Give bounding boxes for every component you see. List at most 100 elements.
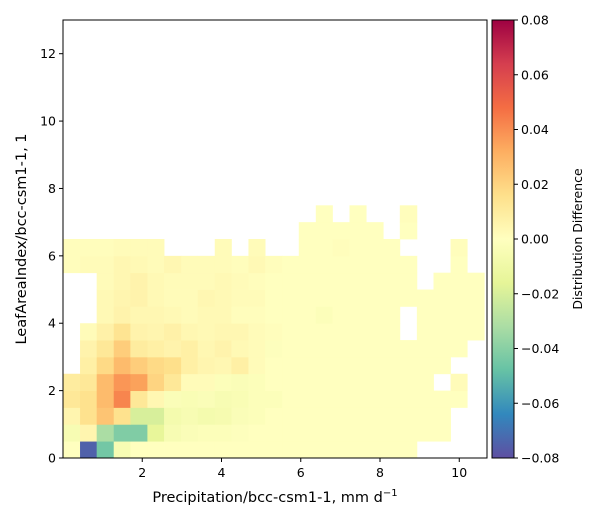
heatmap-cell — [63, 239, 81, 257]
heatmap-cell — [298, 407, 317, 425]
heatmap-cell — [197, 272, 216, 290]
heatmap-cell — [315, 239, 333, 257]
heatmap-cell — [282, 306, 300, 324]
heatmap-cell — [181, 356, 199, 375]
heatmap-cell — [231, 407, 249, 425]
heatmap-cell — [349, 323, 367, 341]
heatmap-cell — [433, 289, 451, 307]
heatmap-cell — [383, 289, 401, 307]
heatmap-cell — [248, 340, 266, 358]
heatmap-cell — [433, 356, 451, 375]
heatmap-cell — [399, 205, 418, 223]
heatmap-cell — [332, 340, 350, 358]
heatmap-cell — [349, 255, 367, 274]
heatmap-cell — [181, 407, 199, 425]
heatmap-cell — [450, 272, 468, 290]
heatmap-cell — [147, 424, 165, 442]
y-tick-label: 10 — [40, 114, 56, 129]
y-axis-label: LeafAreaIndex/bcc-csm1-1, 1 — [14, 133, 30, 344]
heatmap-cell — [399, 222, 418, 240]
heatmap-cell — [181, 255, 199, 274]
heatmap-cell — [416, 373, 434, 392]
heatmap-cell — [96, 255, 115, 274]
heatmap-cell — [214, 340, 232, 358]
heatmap-cell — [214, 407, 232, 425]
heatmap-cell — [181, 289, 199, 307]
heatmap-cell — [197, 373, 216, 392]
heatmap-cell — [63, 390, 81, 408]
heatmap-cell — [332, 441, 350, 459]
heatmap-cell — [399, 255, 418, 274]
heatmap-cell — [349, 239, 367, 257]
heatmap-cell — [130, 441, 148, 459]
heatmap-cell — [315, 306, 333, 324]
colorbar-tick-label: 0.08 — [521, 13, 549, 28]
heatmap-cell — [349, 306, 367, 324]
heatmap-cell — [332, 306, 350, 324]
x-tick-label: 10 — [451, 465, 467, 480]
heatmap-cell — [298, 441, 317, 459]
heatmap-cell — [467, 272, 485, 290]
heatmap-cell — [399, 289, 418, 307]
heatmap-cell — [416, 390, 434, 408]
y-tick-label: 0 — [48, 451, 56, 466]
colorbar-tick-label: 0.06 — [521, 67, 549, 82]
heatmap-cell — [349, 272, 367, 290]
heatmap-cell — [96, 424, 115, 442]
heatmap-cell — [164, 323, 182, 341]
heatmap-cell — [399, 407, 418, 425]
heatmap-cell — [366, 407, 384, 425]
heatmap-cell — [399, 390, 418, 408]
heatmap-cell — [315, 222, 333, 240]
heatmap-cell — [96, 407, 115, 425]
heatmap-cell — [315, 356, 333, 375]
heatmap-cell — [181, 306, 199, 324]
heatmap-cell — [130, 289, 148, 307]
heatmap-cell — [298, 340, 317, 358]
heatmap-cell — [282, 255, 300, 274]
heatmap-cell — [383, 272, 401, 290]
heatmap-cell — [164, 306, 182, 324]
heatmap-cell — [231, 272, 249, 290]
heatmap-cell — [315, 289, 333, 307]
y-tick-label: 8 — [48, 181, 56, 196]
heatmap-cell — [214, 373, 232, 392]
heatmap-cell — [332, 373, 350, 392]
heatmap-cell — [383, 407, 401, 425]
heatmap-cell — [147, 340, 165, 358]
heatmap-cell — [265, 390, 283, 408]
heatmap-cell — [265, 441, 283, 459]
heatmap-cell — [349, 205, 367, 223]
heatmap-cell — [450, 340, 468, 358]
heatmap-cell — [113, 407, 131, 425]
heatmap-cell — [214, 424, 232, 442]
heatmap-cell — [164, 441, 182, 459]
heatmap-cell — [383, 424, 401, 442]
x-axis-ticks: 2 4 6 8 10 — [138, 458, 467, 480]
heatmap-cell — [214, 306, 232, 324]
heatmap-cell — [113, 255, 131, 274]
y-tick-label: 6 — [48, 248, 56, 263]
heatmap-cell — [147, 306, 165, 324]
heatmap-cell — [181, 424, 199, 442]
heatmap-cell — [383, 255, 401, 274]
heatmap-cell — [315, 323, 333, 341]
heatmap-cell — [164, 424, 182, 442]
heatmap-cell — [298, 222, 317, 240]
colorbar-ticks: −0.08 −0.06 −0.04 −0.02 0.00 0.02 0.04 0.06 0.08 — [514, 13, 559, 466]
heatmap-cell — [349, 407, 367, 425]
heatmap-cell — [214, 323, 232, 341]
x-axis-label: Precipitation/bcc-csm1-1, mm d−1 — [152, 488, 397, 506]
heatmap-cell — [383, 373, 401, 392]
heatmap-cell — [332, 323, 350, 341]
heatmap-cell — [315, 441, 333, 459]
heatmap-cell — [96, 272, 115, 290]
heatmap-cell — [265, 255, 283, 274]
heatmap-cell — [366, 272, 384, 290]
heatmap-cell — [298, 255, 317, 274]
heatmap-cell — [383, 306, 401, 324]
heatmap-cell — [265, 306, 283, 324]
heatmap-cell — [96, 323, 115, 341]
heatmap-cell — [197, 340, 216, 358]
colorbar-tick-label: 0.00 — [521, 232, 549, 247]
